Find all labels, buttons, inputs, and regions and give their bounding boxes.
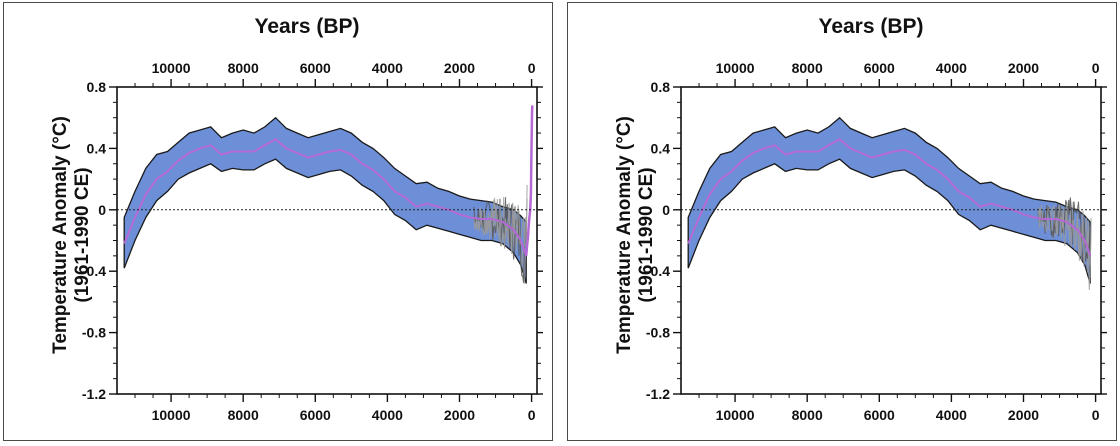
y-tick-label: 0.4 [87,140,107,156]
x-tick-label-bottom: 2000 [1008,407,1039,423]
x-tick-label-top: 4000 [936,60,967,76]
chart-panel-right: Years (BP) Temperature Anomaly (°C) (196… [567,2,1117,441]
chart-panel-left: Years (BP) Temperature Anomaly (°C) (196… [3,2,553,441]
proxy-record-line [1037,204,1092,291]
y-axis-label-units: (1961-1990 CE) [72,167,93,302]
y-tick-label: 0 [662,202,670,218]
proxy-record-line [473,184,528,252]
chart-svg-left: Years (BP) Temperature Anomaly (°C) (196… [50,15,543,423]
x-tick-label-bottom: 4000 [936,407,967,423]
x-tick-label-bottom: 0 [1092,407,1100,423]
chart-title: Years (BP) [818,15,923,38]
x-tick-label-top: 8000 [792,60,823,76]
x-tick-label-bottom: 4000 [372,407,403,423]
x-tick-label-bottom: 6000 [864,407,895,423]
y-tick-label: 0 [98,202,106,218]
x-tick-label-top: 10000 [152,60,191,76]
x-tick-label-bottom: 8000 [228,407,259,423]
y-tick-label: 0.8 [87,79,107,95]
chart-svg-right: Years (BP) Temperature Anomaly (°C) (196… [614,15,1107,423]
x-tick-label-top: 6000 [300,60,331,76]
plot-area: 10000 10000 8000 8000 6000 6000 4000 4000 2000 20… [82,60,543,423]
mean-temperature-line [687,137,1092,257]
x-tick-label-top: 10000 [716,60,755,76]
uncertainty-band [687,116,1091,284]
x-tick-label-bottom: 6000 [300,407,331,423]
instrumental-record-line [524,105,534,257]
y-tick-label: 0.8 [651,79,671,95]
x-tick-label-top: 0 [528,60,536,76]
x-tick-label-top: 0 [1092,60,1100,76]
plot-area: 10000 10000 8000 8000 6000 6000 4000 4000 2000 20… [646,60,1107,423]
x-tick-label-top: 4000 [372,60,403,76]
y-axis-label: Temperature Anomaly (°C) [614,116,635,354]
y-axis-label-units: (1961-1990 CE) [636,167,657,302]
y-axis-label: Temperature Anomaly (°C) [50,116,71,354]
x-tick-label-top: 6000 [864,60,895,76]
y-tick-label: -0.8 [646,325,670,341]
x-tick-label-bottom: 10000 [152,407,191,423]
x-tick-label-top: 2000 [444,60,475,76]
x-tick-label-bottom: 10000 [716,407,755,423]
x-tick-label-bottom: 0 [528,407,536,423]
chart-title: Years (BP) [254,15,359,38]
y-tick-label: 0.4 [651,140,671,156]
x-tick-label-top: 2000 [1008,60,1039,76]
y-axis-label-group: Temperature Anomaly (°C) (1961-1990 CE) [50,116,93,354]
mean-temperature-line [123,137,528,257]
x-tick-label-top: 8000 [228,60,259,76]
x-tick-label-bottom: 2000 [444,407,475,423]
y-axis-label-group: Temperature Anomaly (°C) (1961-1990 CE) [614,116,657,354]
y-tick-label: -0.4 [646,263,670,279]
x-tick-label-bottom: 8000 [792,407,823,423]
y-tick-label: -0.4 [82,263,106,279]
y-tick-label: -0.8 [82,325,106,341]
uncertainty-band [123,116,527,284]
y-tick-label: -1.2 [646,386,670,402]
y-tick-label: -1.2 [82,386,106,402]
